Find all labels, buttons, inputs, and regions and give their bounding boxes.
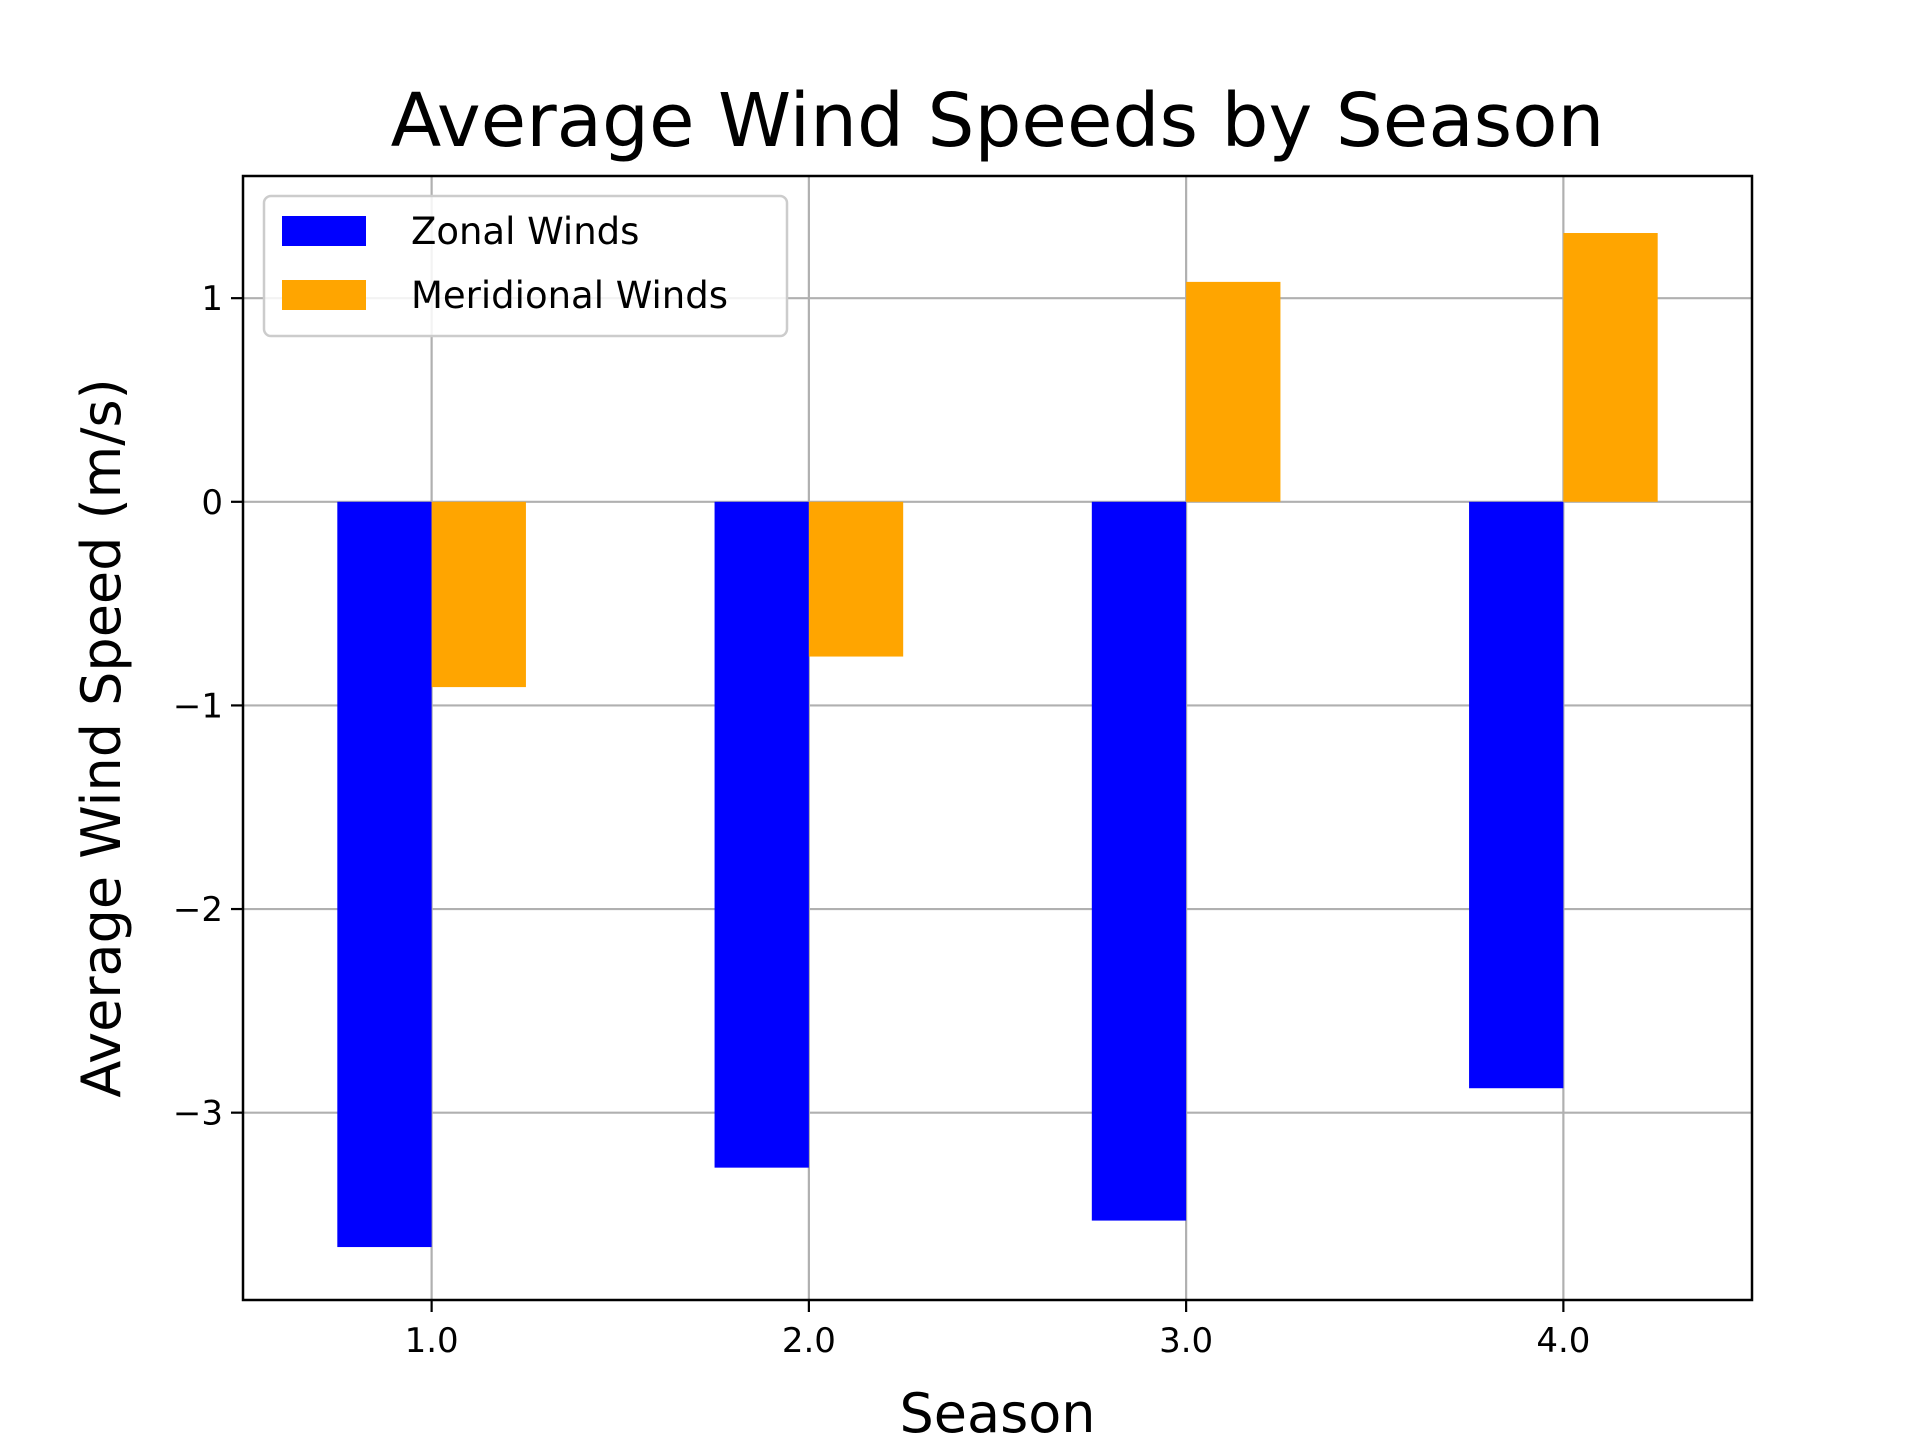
bar-zonal-2 <box>714 501 809 1168</box>
legend-swatch-meridional <box>282 280 366 310</box>
x-axis-label: Season <box>900 1382 1096 1440</box>
legend-label-meridional: Meridional Winds <box>411 274 728 317</box>
bar-zonal-3 <box>1091 501 1187 1221</box>
x-tick-label: 1.0 <box>405 1321 459 1361</box>
bar-zonal-1 <box>337 501 432 1248</box>
axis-ticks: 1.0 2.0 3.0 4.0 −3 −2 −1 0 1 <box>173 279 1591 1361</box>
bar-meridional-3 <box>1186 281 1281 502</box>
legend-box <box>262 194 789 338</box>
legend-swatch-zonal <box>282 216 366 246</box>
bars <box>337 233 1658 1248</box>
y-axis-label: Average Wind Speed (m/s) <box>70 378 133 1097</box>
bar-meridional-4 <box>1563 233 1658 502</box>
legend: Zonal Winds Meridional Winds <box>262 194 789 338</box>
bar-meridional-2 <box>808 501 904 657</box>
bar-zonal-4 <box>1469 501 1564 1089</box>
x-tick-label: 4.0 <box>1536 1321 1590 1361</box>
y-tick-label: −3 <box>173 1094 223 1134</box>
y-tick-label: −1 <box>173 686 223 726</box>
bar-meridional-1 <box>431 501 526 688</box>
y-tick-label: −2 <box>173 890 223 930</box>
y-tick-label: 1 <box>201 279 223 319</box>
chart-title: Average Wind Speeds by Season <box>391 78 1605 164</box>
x-tick-label: 3.0 <box>1159 1321 1213 1361</box>
plot-frame <box>241 174 1754 1302</box>
x-tick-label: 2.0 <box>782 1321 836 1361</box>
legend-label-zonal: Zonal Winds <box>411 210 639 253</box>
y-tick-label: 0 <box>201 483 223 523</box>
